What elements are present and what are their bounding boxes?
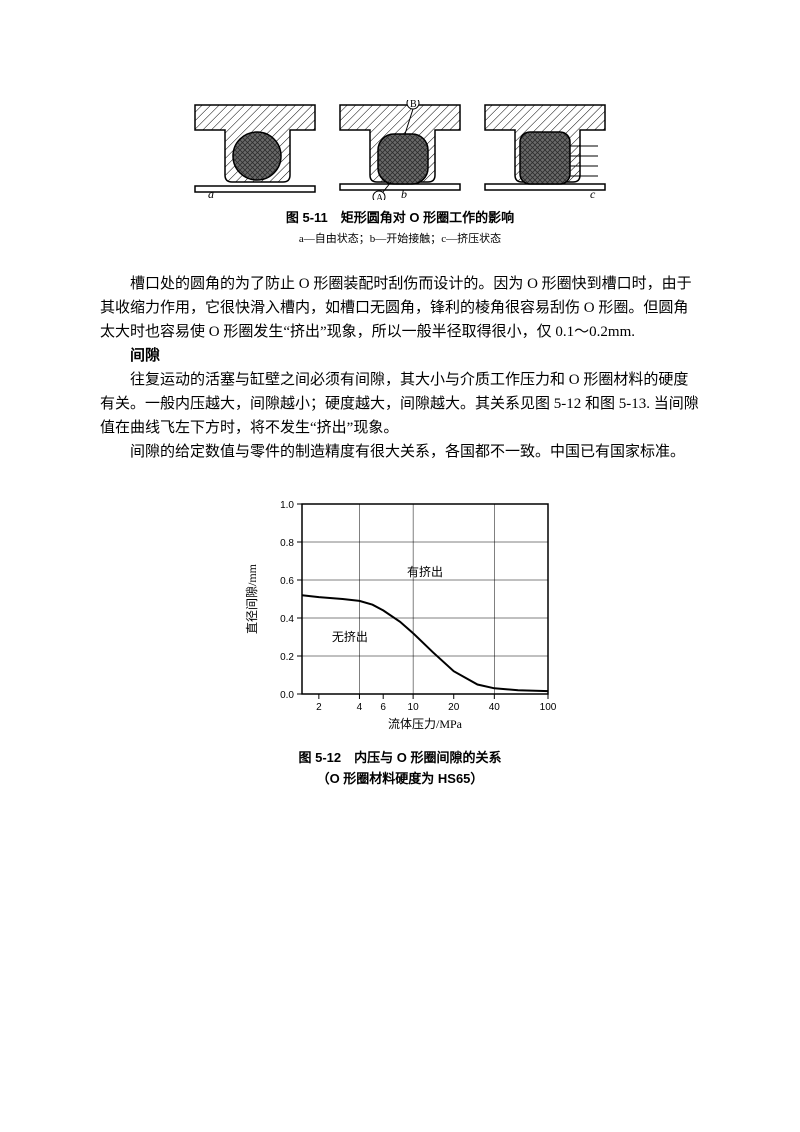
svg-text:4: 4 (357, 702, 363, 713)
svg-text:100: 100 (540, 702, 557, 713)
svg-text:6: 6 (380, 702, 386, 713)
heading-gap: 间隙 (100, 344, 700, 368)
svg-text:B: B (410, 100, 417, 110)
paragraph-3: 间隙的给定数值与零件的制造精度有很大关系，各国都不一致。中国已有国家标准。 (100, 440, 700, 464)
figure-5-11-caption: 图 5-11 矩形圆角对 O 形圈工作的影响 (100, 208, 700, 229)
svg-text:0.0: 0.0 (280, 690, 294, 701)
svg-text:A: A (376, 193, 384, 200)
svg-text:a: a (208, 187, 214, 200)
paragraph-1: 槽口处的圆角的为了防止 O 形圈装配时刮伤而设计的。因为 O 形圈快到槽口时，由… (100, 272, 700, 344)
svg-text:无挤出: 无挤出 (332, 629, 368, 644)
oring-state-b: B A b (335, 100, 465, 200)
figure-5-11-subcaption: a—自由状态；b—开始接触；c—挤压状态 (100, 231, 700, 249)
figure-5-12: 0.0 0.2 0.4 0.6 0.8 1.0 2 4 6 10 20 40 100 有挤出无挤出流体压力… (240, 494, 560, 790)
svg-text:40: 40 (489, 702, 501, 713)
figure-5-12-subcaption: （O 形圈材料硬度为 HS65） (240, 769, 560, 790)
oring-state-a: a (190, 100, 320, 200)
svg-text:流体压力/MPa: 流体压力/MPa (388, 717, 463, 731)
chart-svg: 0.0 0.2 0.4 0.6 0.8 1.0 2 4 6 10 20 40 100 有挤出无挤出流体压力… (240, 494, 560, 734)
figure-5-11: a B A b (190, 100, 610, 200)
svg-text:2: 2 (316, 702, 322, 713)
svg-text:c: c (590, 187, 596, 200)
oring-state-c: c (480, 100, 610, 200)
svg-text:0.8: 0.8 (280, 538, 294, 549)
svg-text:有挤出: 有挤出 (407, 565, 443, 580)
svg-text:0.2: 0.2 (280, 652, 294, 663)
svg-text:10: 10 (408, 702, 420, 713)
svg-text:1.0: 1.0 (280, 500, 294, 511)
svg-text:直径间隙/mm: 直径间隙/mm (245, 564, 259, 635)
figure-5-12-caption: 图 5-12 内压与 O 形圈间隙的关系 (240, 748, 560, 769)
svg-text:20: 20 (448, 702, 460, 713)
svg-text:0.4: 0.4 (280, 614, 294, 625)
svg-text:0.6: 0.6 (280, 576, 294, 587)
paragraph-2: 往复运动的活塞与缸壁之间必须有间隙，其大小与介质工作压力和 O 形圈材料的硬度有… (100, 368, 700, 440)
svg-text:b: b (401, 187, 407, 200)
